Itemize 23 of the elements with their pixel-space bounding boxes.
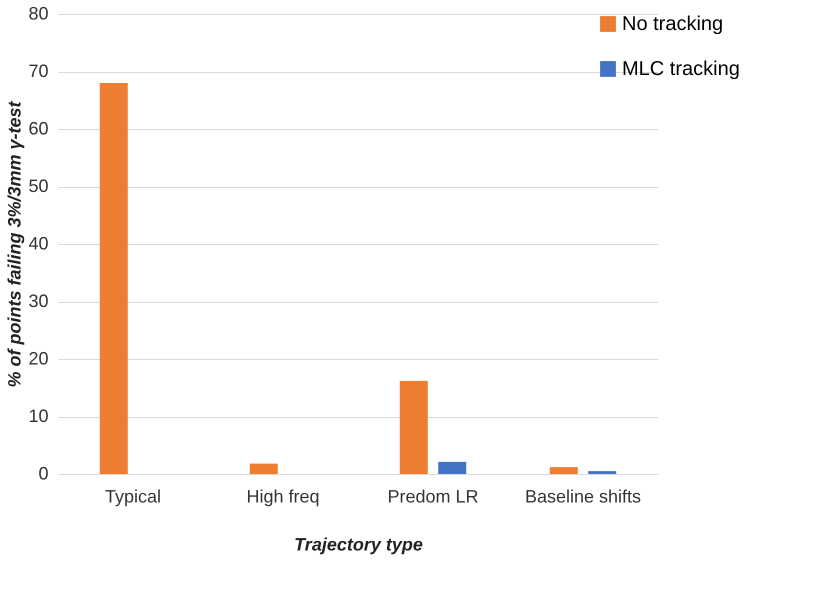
x-tick-label: Typical <box>104 486 162 506</box>
y-tick-label: 60 <box>28 118 48 138</box>
y-tick-label: 70 <box>28 61 48 81</box>
y-tick-label: 40 <box>28 234 48 254</box>
x-tick-label: High freq <box>246 486 320 506</box>
x-tick-label: Baseline shifts <box>524 486 642 506</box>
y-tick-label: 0 <box>38 464 48 484</box>
legend-label: MLC tracking <box>622 58 740 80</box>
bar <box>400 380 428 474</box>
y-axis-title: % of points failing 3%/3mm γ-test <box>4 100 24 388</box>
y-tick-label: 20 <box>28 348 48 368</box>
bar <box>250 464 278 474</box>
y-tick-label: 10 <box>28 406 48 426</box>
bar <box>100 83 128 474</box>
y-tick-label: 80 <box>28 4 48 24</box>
y-tick-label: 30 <box>28 291 48 311</box>
bar <box>588 471 616 474</box>
x-tick-label: Predom LR <box>387 486 479 506</box>
legend-label: No tracking <box>622 13 724 35</box>
bar <box>550 467 578 474</box>
x-axis-title: Trajectory type <box>294 534 423 554</box>
bar <box>438 462 466 474</box>
y-tick-label: 50 <box>28 176 48 196</box>
